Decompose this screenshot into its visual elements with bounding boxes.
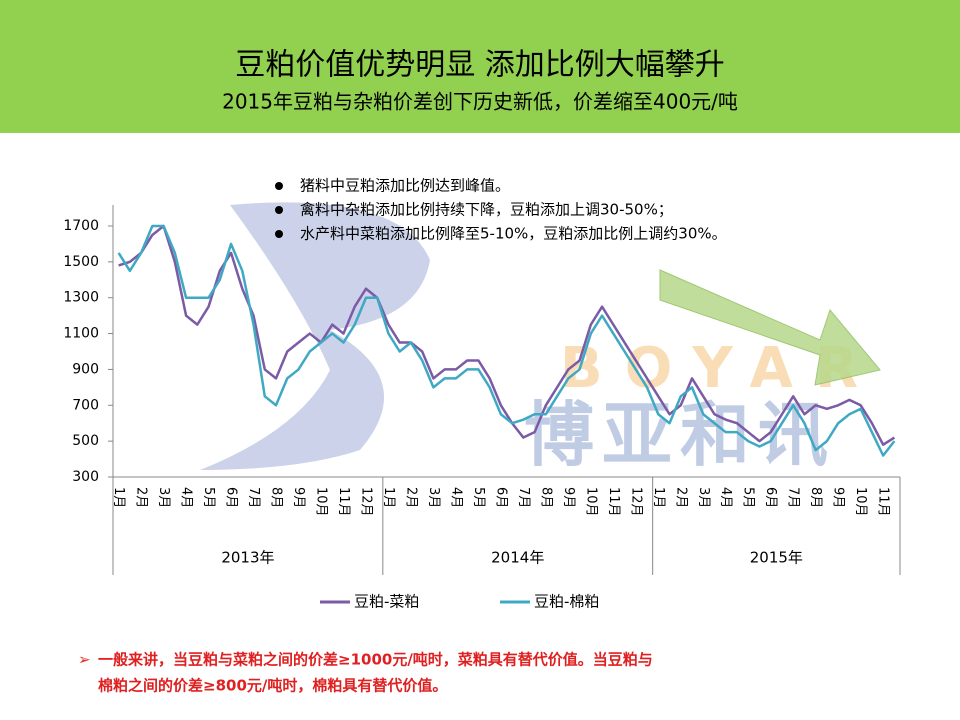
- x-tick-label: 1月: [381, 487, 396, 508]
- year-label: 2013年: [221, 549, 274, 567]
- x-tick-label: 3月: [696, 487, 711, 508]
- x-tick-label: 4月: [718, 487, 733, 508]
- series-line: [117, 224, 896, 457]
- bullet-dot: [275, 206, 283, 214]
- x-tick-label: 11月: [876, 487, 891, 517]
- x-tick-label: 9月: [561, 487, 576, 508]
- x-tick-label: 12月: [358, 487, 373, 517]
- x-tick-label: 7月: [246, 487, 261, 508]
- x-tick-label: 8月: [538, 487, 553, 508]
- y-tick-label: 300: [72, 469, 99, 485]
- x-tick-label: 11月: [336, 487, 351, 517]
- legend-label: 豆粕-棉粕: [534, 593, 599, 611]
- x-tick-label: 4月: [179, 487, 194, 508]
- x-tick-label: 10月: [583, 487, 598, 517]
- chart: 猪料中豆粕添加比例达到峰值。禽料中杂粕添加比例持续下降，豆粕添加上调30-50%…: [63, 177, 901, 611]
- x-tick-label: 9月: [291, 487, 306, 508]
- x-tick-label: 10月: [853, 487, 868, 517]
- note-marker: ➢: [78, 651, 91, 669]
- legend-label: 豆粕-菜粕: [354, 593, 419, 611]
- y-tick-label: 900: [72, 361, 99, 377]
- bullet-dot: [275, 182, 283, 190]
- x-tick-label: 4月: [448, 487, 463, 508]
- bullet-text: 禽料中杂粕添加比例持续下降，豆粕添加上调30-50%；: [300, 201, 673, 219]
- x-tick-label: 5月: [471, 487, 486, 508]
- bullet-text: 猪料中豆粕添加比例达到峰值。: [300, 177, 510, 195]
- x-tick-label: 3月: [156, 487, 171, 508]
- year-label: 2014年: [491, 549, 544, 567]
- x-tick-label: 9月: [831, 487, 846, 508]
- x-tick-label: 5月: [741, 487, 756, 508]
- trend-arrow: [659, 269, 881, 386]
- header-band: [0, 0, 960, 133]
- x-tick-label: 6月: [224, 487, 239, 508]
- y-tick-label: 1300: [63, 290, 99, 306]
- x-tick-label: 12月: [628, 487, 643, 517]
- bullet-dot: [275, 230, 283, 238]
- x-tick-label: 6月: [763, 487, 778, 508]
- y-tick-label: 1100: [63, 326, 99, 342]
- y-tick-label: 700: [72, 397, 99, 413]
- title: 豆粕价值优势明显 添加比例大幅攀升: [235, 48, 725, 83]
- x-tick-label: 7月: [786, 487, 801, 508]
- year-label: 2015年: [750, 549, 803, 567]
- x-tick-label: 2月: [134, 487, 149, 508]
- x-tick-label: 5月: [201, 487, 216, 508]
- note-line: 一般来讲，当豆粕与菜粕之间的价差≥1000元/吨时，菜粕具有替代价值。当豆粕与: [98, 651, 653, 669]
- y-tick-label: 1500: [63, 254, 99, 270]
- subtitle: 2015年豆粕与杂粕价差创下历史新低，价差缩至400元/吨: [222, 90, 738, 114]
- x-tick-label: 1月: [651, 487, 666, 508]
- x-tick-label: 7月: [516, 487, 531, 508]
- x-tick-label: 11月: [606, 487, 621, 517]
- x-tick-label: 3月: [426, 487, 441, 508]
- x-tick-label: 2月: [673, 487, 688, 508]
- bullet-text: 水产料中菜粕添加比例降至5-10%，豆粕添加比例上调约30%。: [300, 225, 727, 243]
- x-tick-label: 10月: [313, 487, 328, 517]
- x-tick-label: 8月: [808, 487, 823, 508]
- x-tick-label: 1月: [111, 487, 126, 508]
- x-tick-label: 6月: [493, 487, 508, 508]
- x-tick-label: 2月: [403, 487, 418, 508]
- note-line: 棉粕之间的价差≥800元/吨时，棉粕具有替代价值。: [98, 677, 447, 695]
- y-tick-label: 500: [72, 433, 99, 449]
- x-tick-label: 8月: [269, 487, 284, 508]
- y-tick-label: 1700: [63, 218, 99, 234]
